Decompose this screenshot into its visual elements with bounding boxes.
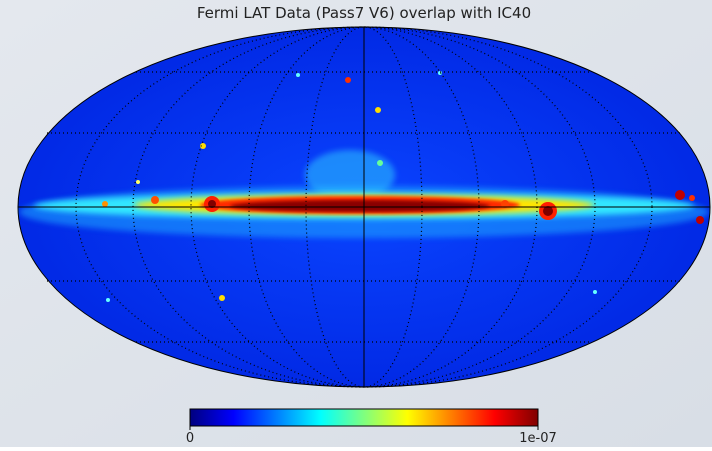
sky-map: Fermi LAT Data (Pass7 V6) overlap with I…	[0, 0, 712, 447]
map-title: Fermi LAT Data (Pass7 V6) overlap with I…	[197, 4, 531, 22]
colorbar-tick-label: 1e-07	[519, 431, 557, 446]
page: Fermi LAT Data (Pass7 V6) overlap with I…	[0, 0, 712, 447]
colorbar-tick-label: 0	[186, 431, 194, 446]
colorbar	[190, 409, 538, 426]
